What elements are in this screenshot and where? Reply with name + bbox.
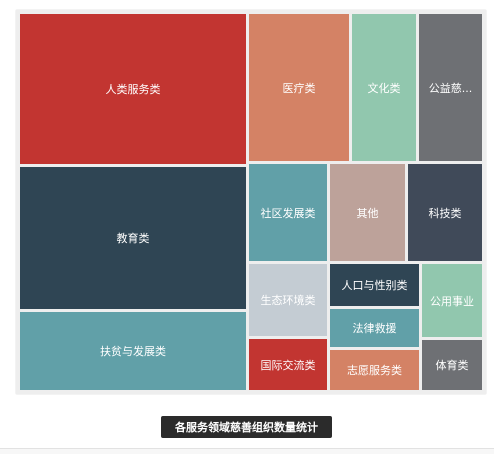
treemap-tile[interactable]: 体育类 [422,340,482,390]
treemap-frame: 人类服务类教育类扶贫与发展类 医疗类 文化类 公益慈... 社区发展类 其他 科技类生态环境… [16,10,486,394]
treemap-tile[interactable]: 志愿服务类 [330,350,419,390]
treemap-tile-label: 社区发展类 [260,206,316,220]
treemap-tile[interactable]: 科技类 [408,164,482,261]
treemap-tile[interactable]: 人口与性别类 [330,264,419,306]
treemap-tile[interactable]: 人类服务类 [20,14,246,164]
bottom-shade [0,449,494,454]
treemap-tile-label: 科技类 [428,206,462,220]
treemap-tile-label: 扶贫与发展类 [100,345,166,358]
chart-title-box: 各服务领域慈善组织数量统计 [161,416,332,438]
treemap-tile[interactable]: 医疗类 [249,14,349,161]
treemap-tile-label: 人类服务类 [105,83,161,96]
treemap-tile-label: 人口与性别类 [341,279,408,292]
treemap-tile-label: 公益慈... [428,81,473,95]
treemap-tile-label: 体育类 [435,359,469,372]
treemap-tile[interactable]: 公益慈... [419,14,482,161]
treemap-tile-label: 国际交流类 [260,358,316,372]
treemap-tile-label: 教育类 [116,232,150,245]
treemap-tile-label: 公用事业 [430,294,474,308]
treemap-tile-label: 生态环境类 [260,294,316,307]
treemap-tile[interactable]: 其他 [330,164,405,261]
treemap-tile[interactable]: 国际交流类 [249,339,327,390]
bottom-divider [0,448,494,449]
treemap-tile-label: 其他 [356,206,379,220]
treemap-tile-label: 文化类 [367,81,401,95]
treemap-tile[interactable]: 法律救援 [330,309,419,347]
chart-title: 各服务领域慈善组织数量统计 [175,421,318,434]
treemap-tile[interactable]: 公用事业 [422,264,482,337]
treemap-tile-label: 法律救援 [352,322,397,335]
treemap-tile-label: 医疗类 [282,81,316,95]
treemap-tile[interactable]: 教育类 [20,167,246,309]
treemap-tile[interactable]: 扶贫与发展类 [20,312,246,390]
treemap-tile[interactable]: 生态环境类 [249,264,327,336]
treemap-tile-label: 志愿服务类 [347,364,402,377]
treemap-tile[interactable]: 文化类 [352,14,416,161]
treemap-tile[interactable]: 社区发展类 [249,164,327,261]
